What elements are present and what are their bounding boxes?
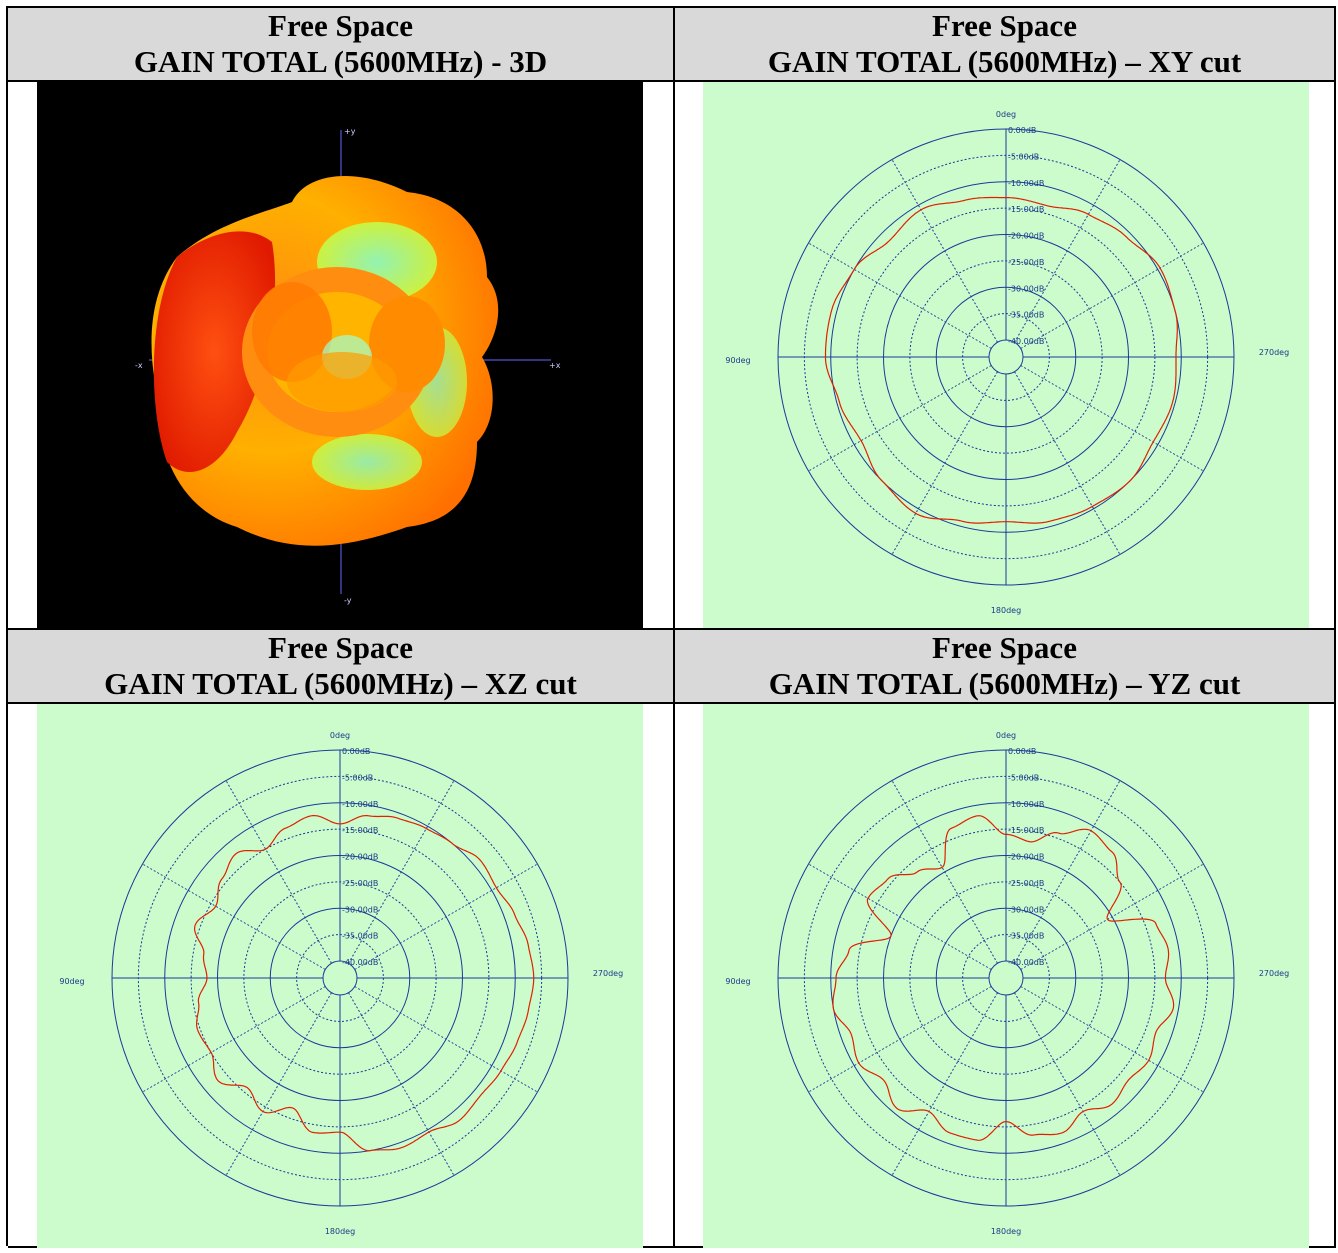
axis-minus-y-label: -y (344, 596, 352, 605)
polar-yz-svg: 0.00dB -5.00dB -10.00dB -15.00dB -20.00dB -25… (703, 704, 1309, 1248)
radial-tick-label: -5.00dB (1008, 152, 1039, 161)
radial-tick-label: -5.00dB (342, 773, 373, 782)
radial-tick-label: -20.00dB (1008, 232, 1044, 241)
axis-minus-x-label: -x (135, 361, 143, 370)
gain-trace (832, 815, 1175, 1141)
grid-spoke (225, 780, 332, 964)
grid-spoke (808, 365, 992, 472)
radial-tick-label: -15.00dB (1008, 826, 1044, 835)
radial-tick-label: 0.00dB (1008, 126, 1036, 135)
angle-label-90: 90deg (59, 977, 84, 986)
grid-spoke (1014, 371, 1121, 555)
radial-tick-label: -30.00dB (1008, 905, 1044, 914)
polar-xz: 0.00dB -5.00dB -10.00dB -15.00dB -20.00dB -25… (37, 704, 643, 1248)
header-3d-line2: GAIN TOTAL (5600MHz) - 3D (133, 44, 548, 79)
angle-label-270: 270deg (593, 969, 623, 978)
radial-tick-label: -35.00dB (342, 932, 378, 941)
grid-spoke (808, 242, 992, 349)
gain-trace (824, 196, 1178, 524)
radial-tick-label: -10.00dB (1008, 800, 1044, 809)
radial-tick-label: -35.00dB (1008, 932, 1044, 941)
grid-spoke (808, 863, 992, 970)
grid-spoke (808, 986, 992, 1093)
grid-spoke (348, 992, 455, 1176)
radial-tick-label: -20.00dB (342, 853, 378, 862)
results-table: Free Space GAIN TOTAL (5600MHz) - 3D Fre… (6, 6, 1336, 1248)
grid-spoke (225, 992, 332, 1176)
cell-xz: 0.00dB -5.00dB -10.00dB -15.00dB -20.00dB -25… (8, 704, 675, 1248)
polar-xy: 0.00dB -5.00dB -10.00dB -15.00dB -20.00dB -25… (703, 82, 1309, 628)
header-xy-line1: Free Space (932, 8, 1077, 43)
grid-spoke (1020, 242, 1204, 349)
header-xz: Free Space GAIN TOTAL (5600MHz) – XZ cut (8, 630, 675, 704)
header-3d-line1: Free Space (268, 8, 413, 43)
radial-tick-label: -40.00dB (342, 958, 378, 967)
angle-label-0: 0deg (330, 731, 350, 740)
pattern-3d-svg: +y -y +x -x (37, 82, 643, 628)
radial-tick-label: -15.00dB (1008, 205, 1044, 214)
angle-label-90: 90deg (725, 356, 750, 365)
radial-tick-label: -5.00dB (1008, 773, 1039, 782)
radial-tick-label: -10.00dB (1008, 179, 1044, 188)
grid-spoke (1020, 863, 1204, 970)
grid-spoke (1020, 365, 1204, 472)
header-yz: Free Space GAIN TOTAL (5600MHz) – YZ cut (675, 630, 1336, 704)
header-yz-line2: GAIN TOTAL (5600MHz) – YZ cut (768, 666, 1241, 701)
header-xz-line1: Free Space (268, 630, 413, 665)
axis-plus-y-label: +y (344, 127, 356, 136)
angle-label-270: 270deg (1259, 348, 1289, 357)
radial-tick-label: -35.00dB (1008, 311, 1044, 320)
radial-tick-label: 0.00dB (342, 747, 370, 756)
grid-spoke (142, 863, 326, 970)
angle-label-0: 0deg (996, 110, 1016, 119)
pattern-3d: +y -y +x -x (37, 82, 643, 628)
radial-tick-label: -30.00dB (1008, 284, 1044, 293)
cell-xy: 0.00dB -5.00dB -10.00dB -15.00dB -20.00dB -25… (675, 82, 1336, 630)
grid-spoke (354, 863, 538, 970)
radial-tick-label: 0.00dB (1008, 747, 1036, 756)
grid-spoke (891, 992, 998, 1176)
header-xz-line2: GAIN TOTAL (5600MHz) – XZ cut (104, 666, 577, 701)
angle-label-180: 180deg (325, 1227, 355, 1236)
header-xy: Free Space GAIN TOTAL (5600MHz) – XY cut (675, 8, 1336, 82)
grid-spoke (1020, 986, 1204, 1093)
angle-label-90: 90deg (725, 977, 750, 986)
radial-tick-label: -25.00dB (1008, 879, 1044, 888)
angle-label-180: 180deg (991, 606, 1021, 615)
grid-spoke (1014, 159, 1121, 343)
grid-spoke (891, 371, 998, 555)
polar-yz: 0.00dB -5.00dB -10.00dB -15.00dB -20.00dB -25… (703, 704, 1309, 1248)
radial-tick-label: -20.00dB (1008, 853, 1044, 862)
gain-trace (194, 815, 535, 1152)
radial-tick-label: -10.00dB (342, 800, 378, 809)
radial-tick-label: -40.00dB (1008, 337, 1044, 346)
radial-tick-label: -30.00dB (342, 905, 378, 914)
grid-spoke (891, 159, 998, 343)
polar-xz-svg: 0.00dB -5.00dB -10.00dB -15.00dB -20.00dB -25… (37, 704, 643, 1248)
header-3d: Free Space GAIN TOTAL (5600MHz) - 3D (8, 8, 675, 82)
radial-tick-label: -25.00dB (1008, 258, 1044, 267)
angle-label-270: 270deg (1259, 969, 1289, 978)
axis-plus-x-label: +x (549, 361, 561, 370)
angle-label-0: 0deg (996, 731, 1016, 740)
header-xy-line2: GAIN TOTAL (5600MHz) – XY cut (767, 44, 1242, 79)
grid-spoke (1014, 780, 1121, 964)
grid-spoke (891, 780, 998, 964)
grid-spoke (354, 986, 538, 1093)
radial-tick-label: -25.00dB (342, 879, 378, 888)
cell-yz: 0.00dB -5.00dB -10.00dB -15.00dB -20.00dB -25… (675, 704, 1336, 1248)
radial-tick-label: -15.00dB (342, 826, 378, 835)
angle-label-180: 180deg (991, 1227, 1021, 1236)
grid-spoke (142, 986, 326, 1093)
grid-spoke (1014, 992, 1121, 1176)
grid-spoke (348, 780, 455, 964)
cell-3d: +y -y +x -x (8, 82, 675, 630)
header-yz-line1: Free Space (932, 630, 1077, 665)
polar-xy-svg: 0.00dB -5.00dB -10.00dB -15.00dB -20.00dB -25… (703, 82, 1309, 628)
radial-tick-label: -40.00dB (1008, 958, 1044, 967)
